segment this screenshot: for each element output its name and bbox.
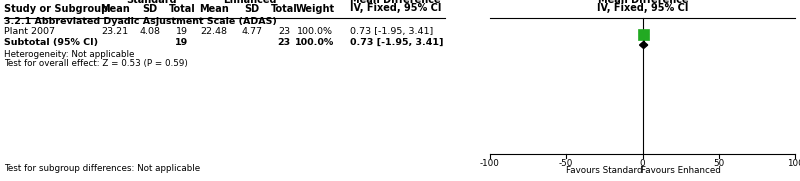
Text: SD: SD — [245, 4, 259, 14]
Text: 4.77: 4.77 — [242, 27, 262, 36]
Text: 4.08: 4.08 — [139, 27, 161, 36]
Polygon shape — [639, 41, 648, 49]
Text: 19: 19 — [175, 38, 189, 47]
Text: Heterogeneity: Not applicable: Heterogeneity: Not applicable — [4, 50, 134, 59]
Text: Standard: Standard — [126, 0, 178, 5]
Text: Plant 2007: Plant 2007 — [4, 27, 55, 36]
Text: Total: Total — [270, 4, 298, 14]
Text: 0: 0 — [640, 159, 646, 168]
Text: -50: -50 — [559, 159, 574, 168]
Text: 0.73 [-1.95, 3.41]: 0.73 [-1.95, 3.41] — [350, 27, 434, 36]
Text: Weight: Weight — [295, 4, 334, 14]
Text: 23: 23 — [278, 38, 290, 47]
Text: SD: SD — [142, 4, 158, 14]
Text: 100: 100 — [786, 159, 800, 168]
Text: Mean: Mean — [199, 4, 229, 14]
Text: 50: 50 — [713, 159, 724, 168]
Text: Test for subgroup differences: Not applicable: Test for subgroup differences: Not appli… — [4, 164, 200, 173]
Text: 100.0%: 100.0% — [295, 38, 334, 47]
Text: Enhanced: Enhanced — [223, 0, 277, 5]
Text: 22.48: 22.48 — [201, 27, 227, 36]
Bar — [638, 28, 649, 39]
Text: -100: -100 — [480, 159, 500, 168]
Text: Study or Subgroup: Study or Subgroup — [4, 4, 108, 14]
Text: Subtotal (95% CI): Subtotal (95% CI) — [4, 38, 98, 47]
Text: Mean Difference: Mean Difference — [598, 0, 688, 5]
Text: Favours Enhanced: Favours Enhanced — [641, 166, 721, 175]
Text: Test for overall effect: Z = 0.53 (P = 0.59): Test for overall effect: Z = 0.53 (P = 0… — [4, 59, 188, 68]
Text: Mean: Mean — [100, 4, 130, 14]
Text: 100.0%: 100.0% — [297, 27, 333, 36]
Text: 3.2.1 Abbreviated Dyadic Asjustment Scale (ADAS): 3.2.1 Abbreviated Dyadic Asjustment Scal… — [4, 17, 277, 26]
Text: 23.21: 23.21 — [102, 27, 129, 36]
Text: 0.73 [-1.95, 3.41]: 0.73 [-1.95, 3.41] — [350, 38, 443, 47]
Text: 23: 23 — [278, 27, 290, 36]
Text: IV, Fixed, 95% CI: IV, Fixed, 95% CI — [350, 3, 442, 13]
Text: Favours Standard: Favours Standard — [566, 166, 642, 175]
Text: Mean Difference: Mean Difference — [350, 0, 441, 5]
Text: 19: 19 — [176, 27, 188, 36]
Text: IV, Fixed, 95% CI: IV, Fixed, 95% CI — [598, 3, 689, 13]
Text: Total: Total — [169, 4, 195, 14]
